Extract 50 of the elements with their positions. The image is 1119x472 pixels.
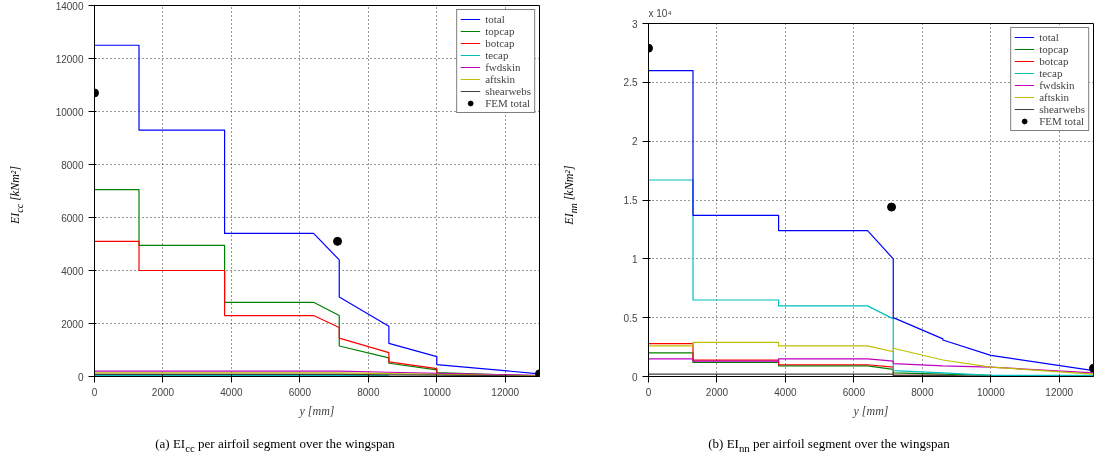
x-tick-label: 4000 [220,386,243,398]
x-tick-label: 4000 [774,386,797,398]
y-tick-label: 0.5 [623,312,638,324]
text: (a) EI$_{cc}$ per airfoil segment over the wingspan [154,435,396,456]
x-tick-label: 2000 [705,386,729,398]
y-tick-label: 2000 [61,318,84,330]
legend-label: FEM total [485,97,531,109]
y-tick-label: 4000 [61,265,84,277]
legend-label: shearwebs [485,85,531,97]
y-tick-label: 1.5 [623,195,638,206]
legend-label: tecap [485,49,509,61]
x-axis-title: y [mm] [298,403,335,418]
legend-label: topcap [485,25,515,37]
legend-label: fwdskin [1039,79,1075,91]
x-tick-label: 8000 [911,386,934,398]
y-tick-label: 3 [631,18,638,30]
x-tick-label: 12000 [491,386,520,398]
x-tick-label: 6000 [842,386,866,398]
x-tick-label: 8000 [357,386,380,398]
legend-label: aftskin [485,73,516,85]
y-tick-label: 0 [631,371,638,383]
y-tick-label: 8000 [61,159,84,171]
y-tick-label: 6000 [61,212,84,224]
x-axis-title: y [mm] [852,403,889,418]
y-tick-label: 2 [631,136,638,148]
x-tick-label: 6000 [288,386,312,398]
legend-label: FEM total [1039,115,1085,127]
legend-label: tecap [1039,67,1063,79]
y-tick-label: 10000 [55,106,84,118]
y-tick-label: 0 [77,371,84,383]
legend-label: botcap [485,37,515,49]
text: (b) EI$_{nn}$ per airfoil segment over the wingspan [707,435,951,456]
y-tick-label: 2.5 [623,77,638,89]
legend-label: topcap [1039,43,1069,55]
legend-label: total [1039,31,1060,43]
x-tick-label: 12000 [1045,386,1074,398]
text: x 10⁴ [648,7,672,19]
x-tick-label: 10000 [422,386,452,398]
x-tick-label: 0 [645,386,652,398]
y-tick-label: 14000 [55,0,84,12]
y-tick-label: 1 [631,253,638,265]
x-tick-label: 0 [91,386,98,398]
y-tick-label: 12000 [55,53,84,65]
legend-label: fwdskin [485,61,521,73]
legend-label: total [485,13,506,25]
legend-label: aftskin [1039,91,1070,103]
legend-label: shearwebs [1039,103,1085,115]
x-tick-label: 2000 [151,386,175,398]
legend-label: botcap [1039,55,1069,67]
x-tick-label: 10000 [976,386,1006,398]
